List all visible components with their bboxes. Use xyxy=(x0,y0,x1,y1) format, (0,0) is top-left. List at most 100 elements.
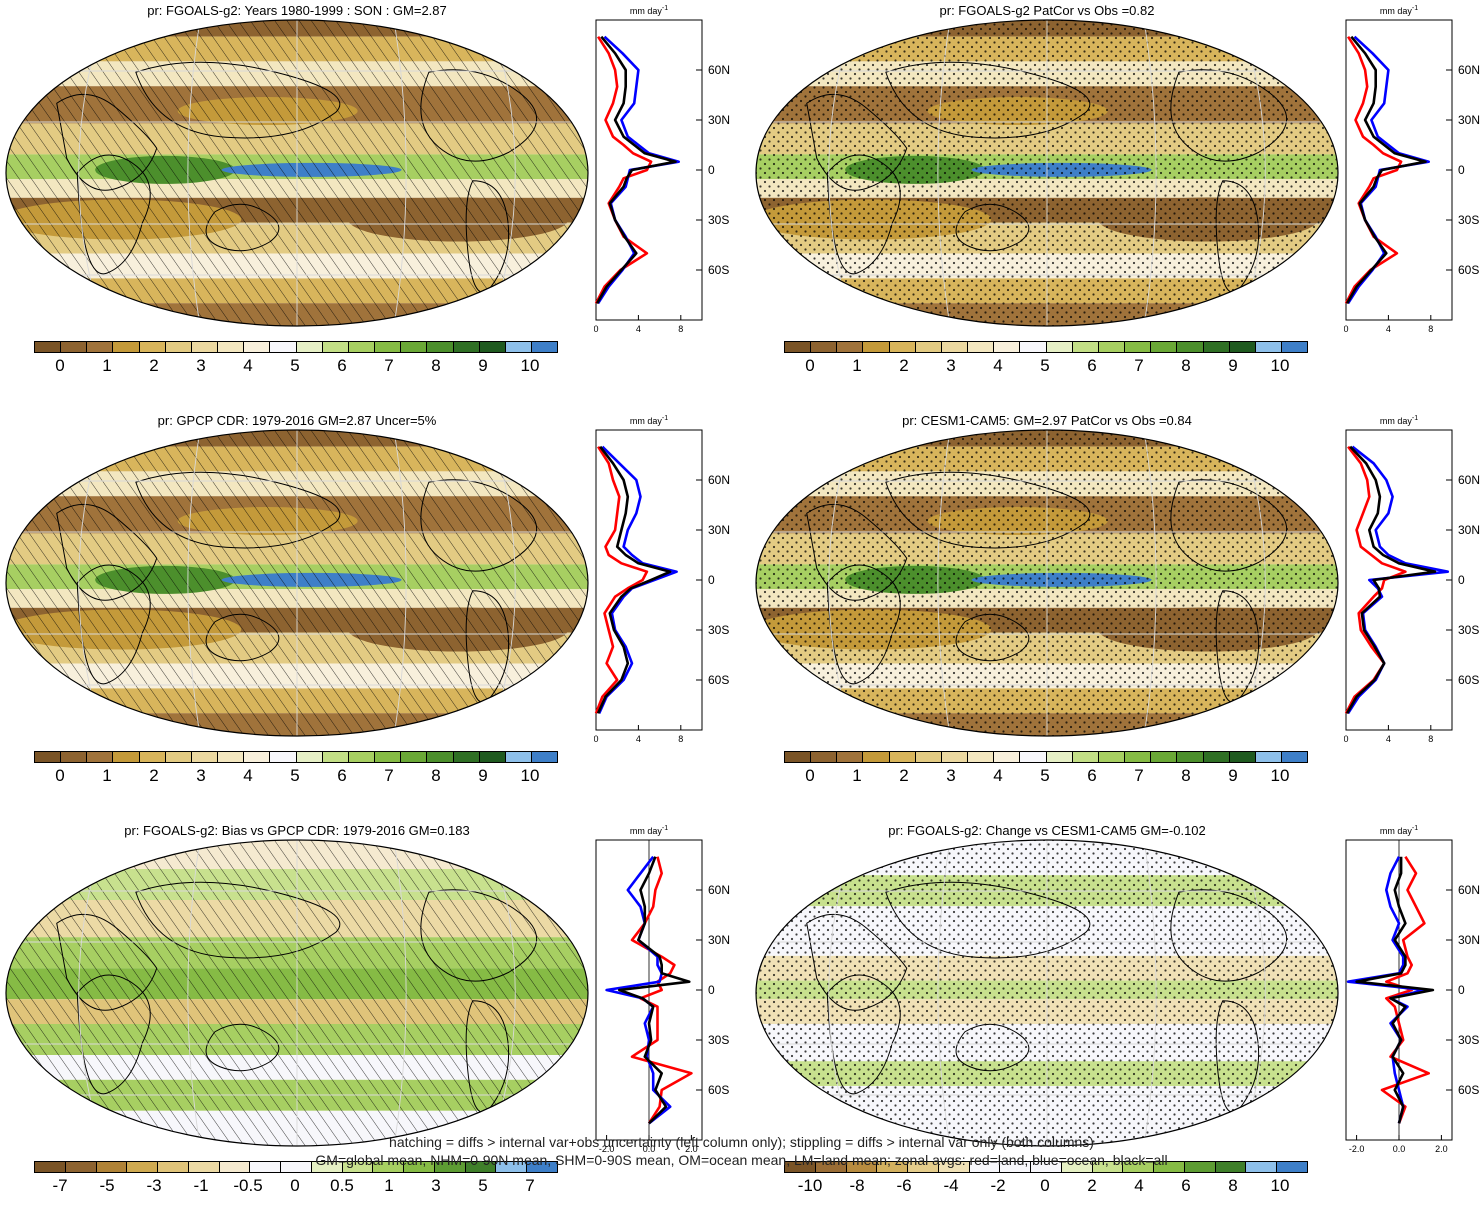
colorbar-label: -4 xyxy=(943,1176,959,1195)
colorbar-swatch xyxy=(250,1162,282,1172)
lat-tick-label: 30S xyxy=(708,213,729,227)
colorbar-label: 7 xyxy=(525,1176,535,1195)
colorbar-swatch xyxy=(1000,1162,1032,1172)
colorbar-swatch xyxy=(348,342,376,352)
colorbar xyxy=(784,341,1308,353)
colorbar-label: 10 xyxy=(520,356,540,375)
zonal-x-tick-label: 8 xyxy=(678,324,683,334)
lat-tick-label: 0 xyxy=(1458,573,1465,587)
colorbar-swatch xyxy=(1072,342,1099,352)
global-map xyxy=(5,19,589,327)
colorbar-swatch xyxy=(427,342,454,352)
colorbar-label: 6 xyxy=(337,356,347,375)
colorbar-swatch xyxy=(375,342,402,352)
colorbar-swatch xyxy=(1281,342,1308,352)
colorbar-label: 0 xyxy=(290,1176,300,1195)
colorbar-label: 4 xyxy=(243,766,253,785)
colorbar-label: 10 xyxy=(1270,1176,1290,1195)
colorbar-swatch xyxy=(87,752,114,762)
colorbar-label: 5 xyxy=(290,356,300,375)
colorbar-label: -10 xyxy=(797,1176,823,1195)
colorbar-swatch xyxy=(785,1162,816,1172)
zonal-series-black xyxy=(595,35,677,304)
colorbar-swatch xyxy=(811,752,838,762)
colorbar-label: 4 xyxy=(993,356,1003,375)
colorbar-label: 1 xyxy=(852,766,862,785)
lat-tick-label: 60N xyxy=(1458,473,1480,487)
lat-tick-label: 0 xyxy=(708,163,715,177)
colorbar-label: 0 xyxy=(805,356,815,375)
colorbar-swatch xyxy=(505,342,532,352)
zonal-x-tick-label: 0.0 xyxy=(1393,1144,1406,1154)
colorbar-label: 8 xyxy=(1181,356,1191,375)
colorbar-swatch xyxy=(837,752,864,762)
colorbar-swatch xyxy=(1125,752,1152,762)
zonal-x-tick-label: 0.0 xyxy=(643,1144,656,1154)
colorbar-swatch xyxy=(96,1162,128,1172)
colorbar-swatch xyxy=(35,342,62,352)
colorbar-swatch xyxy=(453,752,480,762)
colorbar-swatch xyxy=(863,752,890,762)
colorbar-label: 10 xyxy=(1270,766,1290,785)
colorbar-swatch xyxy=(1151,342,1178,352)
lat-tick-label: 30N xyxy=(1458,113,1480,127)
colorbar-swatch xyxy=(877,1162,909,1172)
lat-tick-label: 60N xyxy=(708,883,730,897)
colorbar-swatch xyxy=(1203,752,1230,762)
lat-tick-label: 60N xyxy=(708,473,730,487)
global-map xyxy=(755,429,1339,737)
global-map xyxy=(5,839,589,1147)
panel-title: pr: FGOALS-g2: Change vs CESM1-CAM5 GM=-… xyxy=(888,823,1206,838)
colorbar xyxy=(34,1161,558,1173)
colorbar-swatch xyxy=(785,752,812,762)
colorbar-swatch xyxy=(127,1162,159,1172)
colorbar-labels: 0 1 2 3 4 5 6 7 8 9 10 xyxy=(784,356,1306,378)
colorbar-label: 9 xyxy=(1228,356,1238,375)
colorbar-swatch xyxy=(1277,1162,1308,1172)
colorbar-label: 9 xyxy=(478,356,488,375)
lat-tick-label: 30N xyxy=(708,113,730,127)
lat-tick-label: 30S xyxy=(708,623,729,637)
footer-line-2: GM=global mean, NHM=0-90N mean, SHM=0-90… xyxy=(315,1152,1168,1168)
colorbar-label: 0 xyxy=(1040,1176,1050,1195)
colorbar-swatch xyxy=(427,752,454,762)
zonal-mean-plot: mm day-1 60N 30N 0 30S 60S 0 4 8 xyxy=(594,5,730,334)
colorbar-label: 7 xyxy=(1134,766,1144,785)
colorbar-swatch xyxy=(1246,1162,1278,1172)
colorbar-swatch xyxy=(479,342,506,352)
colorbar-swatch xyxy=(1154,1162,1185,1172)
colorbar-swatch xyxy=(1215,1162,1247,1172)
zonal-unit-label: mm day-1 xyxy=(1380,5,1418,16)
colorbar-swatch xyxy=(113,752,140,762)
zonal-x-tick-label: 4 xyxy=(636,734,641,744)
zonal-x-tick-label: 8 xyxy=(1428,734,1433,744)
colorbar-swatch xyxy=(296,342,323,352)
colorbar xyxy=(34,341,558,353)
colorbar-swatch xyxy=(218,752,245,762)
colorbar-label: 1 xyxy=(384,1176,394,1195)
lat-tick-label: 30N xyxy=(708,523,730,537)
zonal-unit-label: mm day-1 xyxy=(630,5,668,16)
colorbar-labels: 0 1 2 3 4 5 6 7 8 9 10 xyxy=(784,766,1306,788)
zonal-x-tick-label: 2.0 xyxy=(685,1144,698,1154)
colorbar-swatch xyxy=(404,1162,435,1172)
colorbar-swatch xyxy=(165,752,192,762)
colorbar-labels: -10 -8 -6 -4 -2 0 2 4 6 8 10 xyxy=(784,1176,1306,1198)
lat-tick-label: 60N xyxy=(708,63,730,77)
colorbar-labels: -7 -5 -3 -1 -0.5 0 0.5 1 3 5 7 xyxy=(34,1176,556,1198)
colorbar-label: -5 xyxy=(99,1176,115,1195)
colorbar-swatch xyxy=(938,1162,970,1172)
colorbar-label: 3 xyxy=(946,356,956,375)
zonal-x-tick-label: 0 xyxy=(594,734,599,744)
colorbar-swatch xyxy=(401,342,428,352)
global-map xyxy=(5,429,589,737)
colorbar-swatch xyxy=(1125,342,1152,352)
panel-title: pr: GPCP CDR: 1979-2016 GM=2.87 Uncer=5% xyxy=(157,413,437,428)
zonal-series-red xyxy=(1344,36,1403,304)
colorbar-label: 8 xyxy=(1181,766,1191,785)
colorbar-swatch xyxy=(889,752,916,762)
zonal-x-tick-label: 0 xyxy=(594,324,599,334)
colorbar-swatch xyxy=(863,342,890,352)
colorbar-label: 3 xyxy=(196,356,206,375)
zonal-mean-plot: mm day-1 60N 30N 0 30S 60S 0 4 8 xyxy=(1344,5,1480,334)
